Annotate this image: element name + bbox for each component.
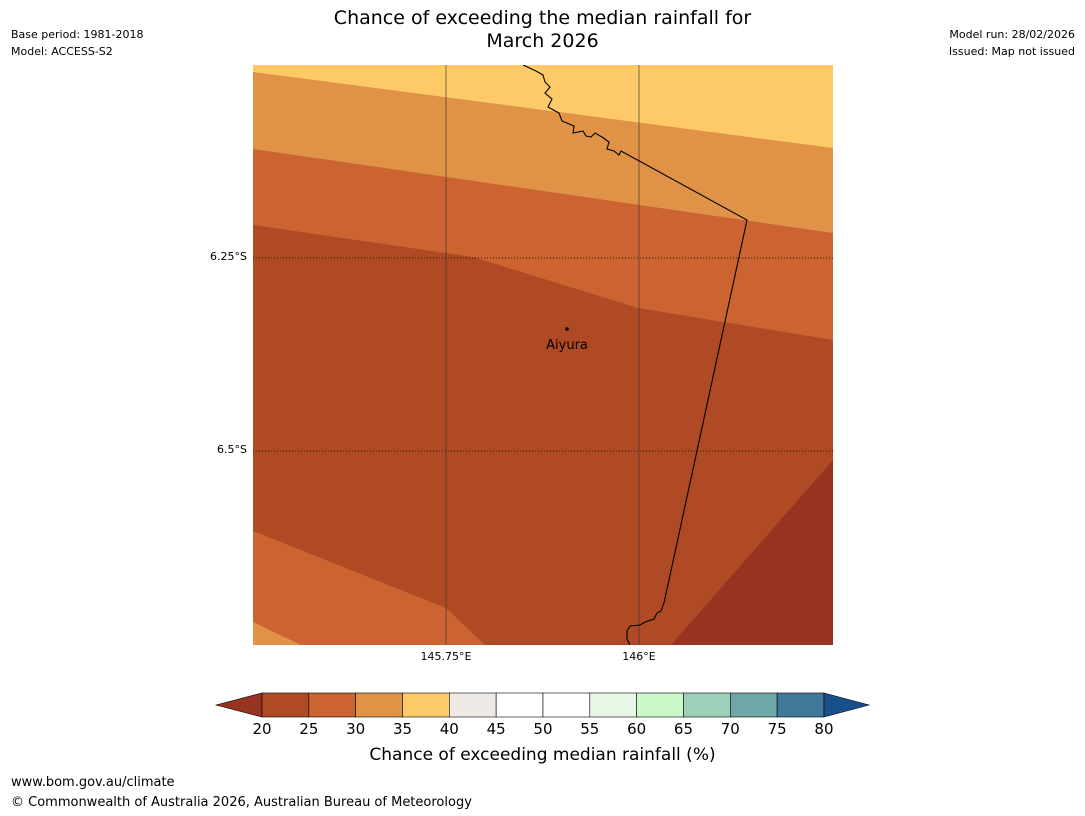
model-run-text: Model run: 28/02/2026 bbox=[949, 28, 1075, 41]
colorbar-box-65-70 bbox=[683, 692, 731, 718]
colorbar-box-60-65 bbox=[636, 692, 684, 718]
band-above-35 bbox=[253, 65, 833, 148]
map-title: Chance of exceeding the median rainfall … bbox=[0, 7, 1085, 53]
aiyura-marker bbox=[565, 327, 569, 331]
colorbar-box-20-25 bbox=[261, 692, 310, 718]
colorbar-box-70-75 bbox=[729, 692, 778, 718]
aiyura-label: Aiyura bbox=[546, 338, 588, 353]
colorbar-boxes bbox=[261, 692, 825, 718]
colorbar-box-30-35 bbox=[355, 692, 403, 718]
colorbar bbox=[214, 692, 871, 718]
colorbar-box-55-60 bbox=[589, 692, 637, 718]
rainfall-map: Aiyura bbox=[253, 65, 833, 645]
colorbar-box-35-40 bbox=[402, 692, 450, 718]
colorbar-under-arrow bbox=[214, 692, 263, 718]
footer-copyright: © Commonwealth of Australia 2026, Austra… bbox=[11, 795, 472, 810]
colorbar-box-40-45 bbox=[449, 692, 497, 718]
lat-label-6-25: 6.25°S bbox=[210, 250, 247, 263]
issued-text: Issued: Map not issued bbox=[948, 45, 1075, 58]
colorbar-tick-60: 60 bbox=[627, 720, 647, 738]
lat-label-6-5: 6.5°S bbox=[217, 443, 247, 456]
colorbar-tick-50: 50 bbox=[533, 720, 553, 738]
colorbar-box-45-50 bbox=[495, 692, 544, 718]
lon-label-146: 146°E bbox=[622, 650, 656, 663]
metadata-right: Model run: 28/02/2026 Issued: Map not is… bbox=[949, 26, 1075, 60]
band-sw-30-35 bbox=[253, 622, 301, 645]
colorbar-tick-20: 20 bbox=[252, 720, 272, 738]
colorbar-box-50-55 bbox=[542, 692, 591, 718]
footer-url[interactable]: www.bom.gov.au/climate bbox=[11, 775, 175, 790]
colorbar-box-75-80 bbox=[776, 692, 825, 718]
colorbar-tick-35: 35 bbox=[392, 720, 413, 738]
band-below-20 bbox=[671, 460, 833, 645]
colorbar-tick-30: 30 bbox=[346, 720, 366, 738]
colorbar-tick-65: 65 bbox=[673, 720, 694, 738]
colorbar-tick-55: 55 bbox=[580, 720, 600, 738]
band-sw-25-30 bbox=[253, 531, 485, 645]
colorbar-tick-25: 25 bbox=[299, 720, 319, 738]
border-line bbox=[522, 65, 748, 645]
colorbar-over-arrow bbox=[823, 692, 871, 718]
colorbar-box-25-30 bbox=[308, 692, 356, 718]
colorbar-tick-45: 45 bbox=[486, 720, 506, 738]
colorbar-tick-70: 70 bbox=[720, 720, 740, 738]
colorbar-tick-40: 40 bbox=[439, 720, 459, 738]
title-line-1: Chance of exceeding the median rainfall … bbox=[333, 7, 752, 29]
model-text: Model: ACCESS-S2 bbox=[11, 45, 113, 58]
lon-label-145-75: 145.75°E bbox=[420, 650, 472, 663]
colorbar-tick-80: 80 bbox=[814, 720, 834, 738]
base-period-text: Base period: 1981-2018 bbox=[11, 28, 144, 41]
title-line-2: March 2026 bbox=[486, 30, 599, 52]
colorbar-label: Chance of exceeding median rainfall (%) bbox=[369, 745, 716, 765]
metadata-left: Base period: 1981-2018 Model: ACCESS-S2 bbox=[11, 26, 143, 60]
colorbar-tick-75: 75 bbox=[767, 720, 787, 738]
